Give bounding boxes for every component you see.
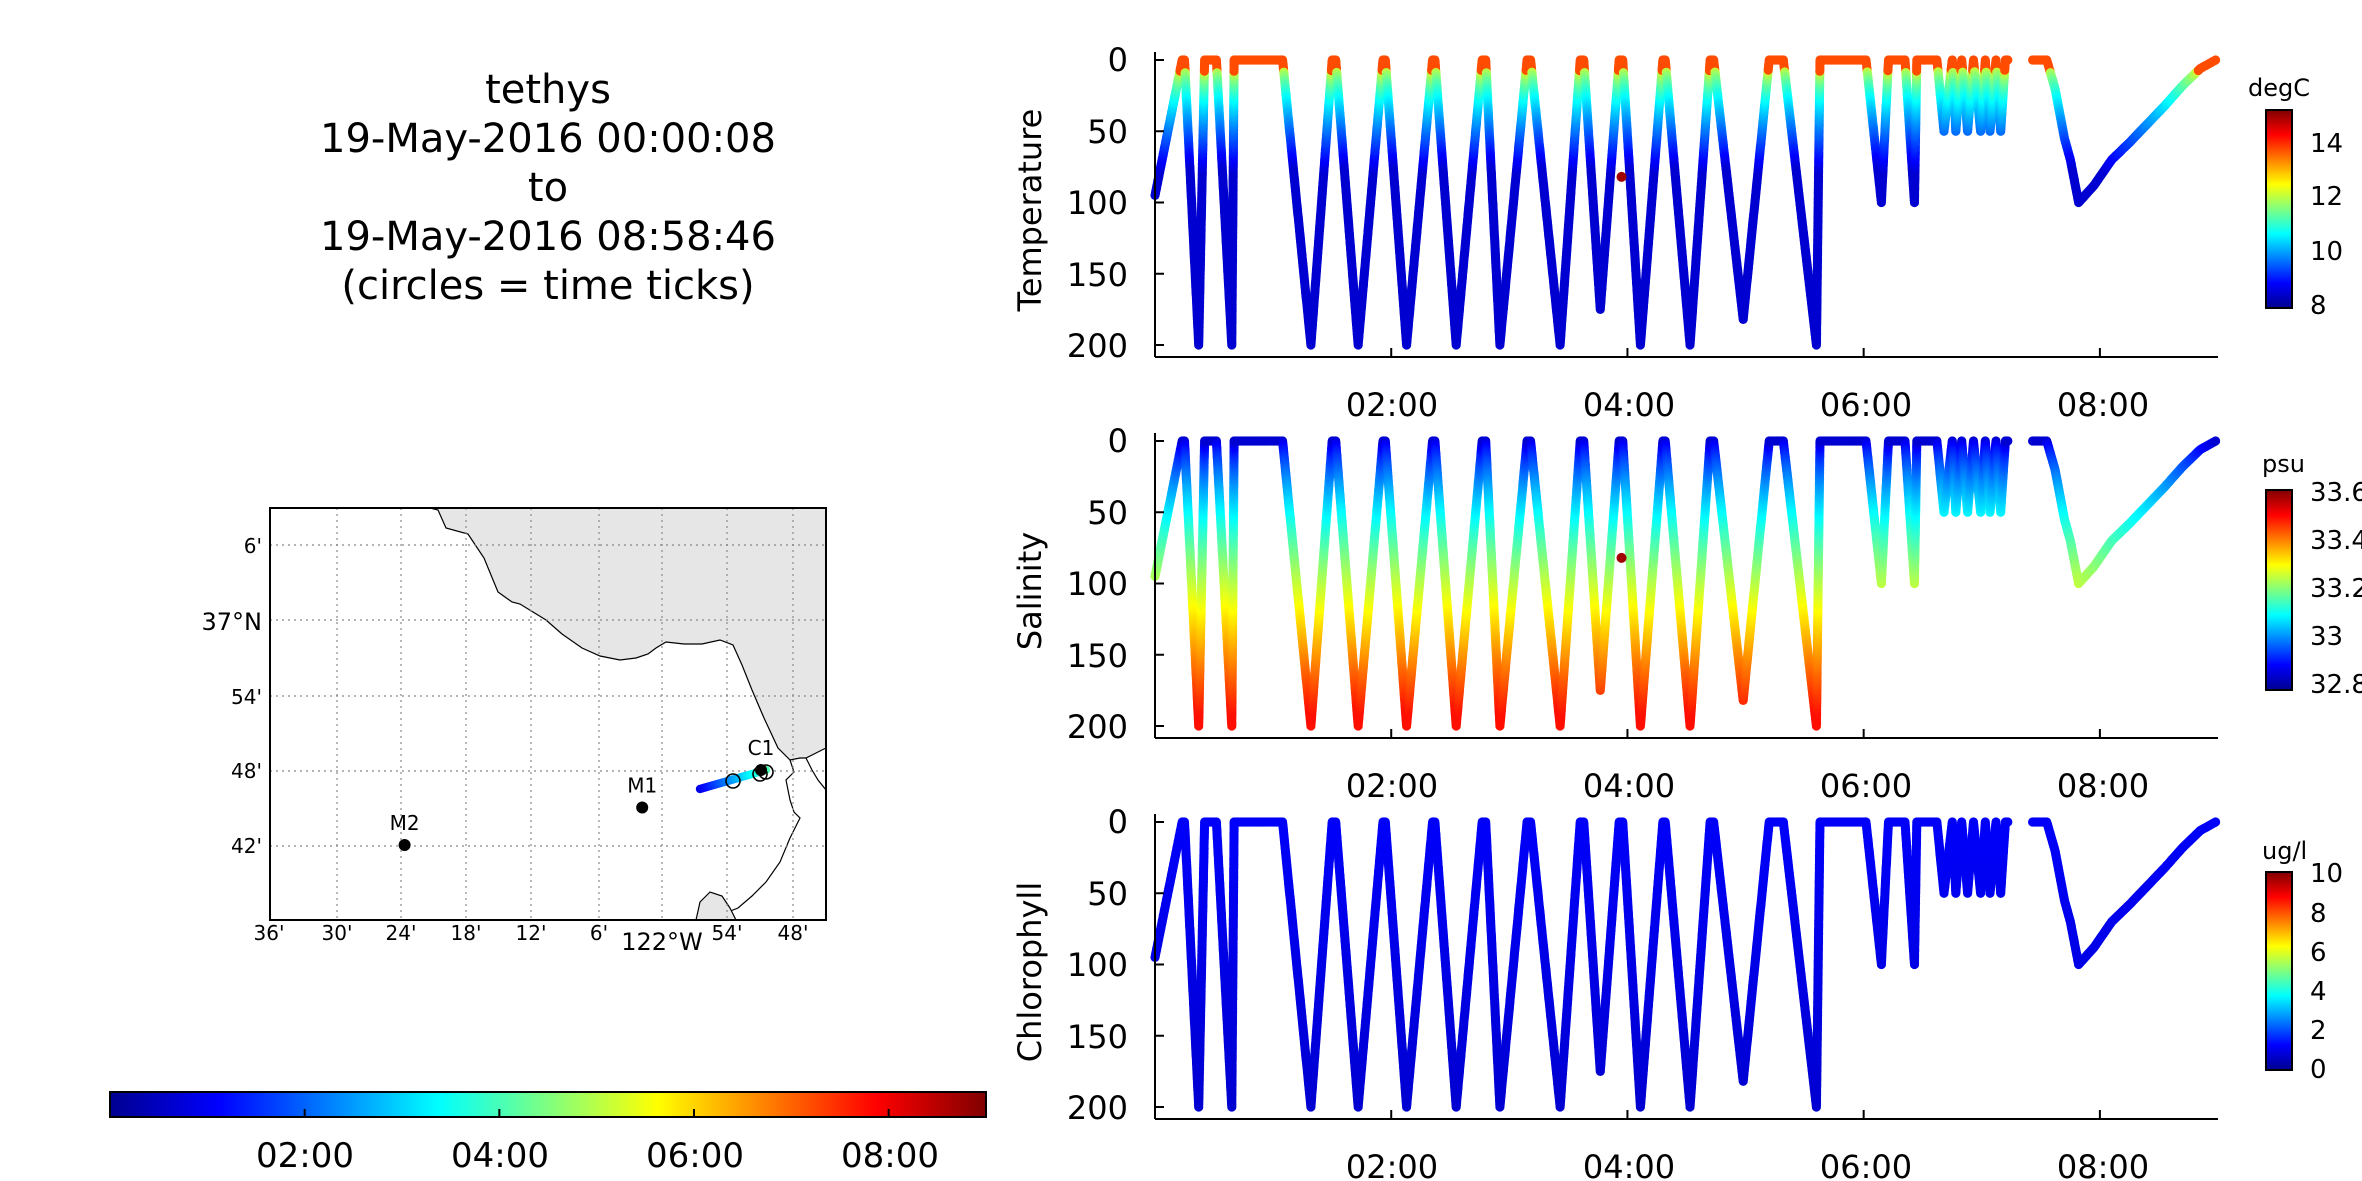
time-tick-label: 06:00	[646, 1136, 744, 1176]
lon-label: 54'	[712, 921, 743, 945]
station-label: C1	[748, 736, 775, 760]
x-tick-label: 08:00	[2057, 386, 2149, 424]
lon-label: 36'	[254, 921, 285, 945]
start-time: 19-May-2016 00:00:08	[320, 116, 776, 162]
temperature-panel: Temperature 0 50 100 150 200 02:00 04:00…	[1011, 41, 2343, 424]
lon-label: 12'	[516, 921, 547, 945]
salinity-profile-data	[1150, 436, 2221, 731]
map-frame	[269, 507, 827, 921]
map-grid	[270, 508, 826, 920]
end-time: 19-May-2016 08:58:46	[320, 214, 776, 260]
lat-label: 6'	[244, 534, 262, 558]
land-area	[429, 508, 826, 761]
time-ticks-note: (circles = time ticks)	[341, 263, 755, 309]
land-area-south	[695, 891, 737, 920]
x-tick-label: 06:00	[1820, 386, 1912, 424]
lat-label: 37°N	[202, 608, 263, 636]
mooring-stations: M2 M1 C1	[390, 736, 775, 851]
lon-label: 122°W	[621, 928, 703, 956]
station-marker	[636, 801, 649, 814]
temperature-axis-label: Temperature	[1011, 109, 1049, 313]
data-point	[2003, 55, 2013, 65]
colorbar-tick-label: 10	[2310, 237, 2343, 267]
station-marker	[398, 839, 411, 851]
lon-label: 6'	[590, 921, 608, 945]
time-colorbar: 02:00 04:00 06:00 08:00	[109, 1091, 987, 1176]
y-tick-label: 100	[1067, 184, 1128, 222]
temperature-unit: degC	[2248, 74, 2310, 102]
colorbar-tick-label: 12	[2310, 182, 2343, 212]
plot-title: tethys 19-May-2016 00:00:08 to 19-May-20…	[296, 66, 800, 311]
location-map: M2 M1 C1 6' 37°N 54' 48' 42' 36' 30' 24' 1…	[202, 507, 827, 956]
lat-label: 54'	[231, 685, 262, 709]
coastline-bay-east	[805, 757, 826, 791]
time-tick-label: 02:00	[256, 1136, 354, 1176]
y-tick-label: 50	[1087, 113, 1128, 151]
data-point	[2211, 55, 2221, 65]
station-label: M2	[390, 811, 420, 835]
lat-label: 48'	[231, 759, 262, 783]
salinity-panel: Salinity 0 50 100 150 200 02:00 04:00 06…	[1011, 422, 2362, 805]
lon-label: 18'	[451, 921, 482, 945]
x-tick-label: 02:00	[1346, 386, 1438, 424]
coastline	[721, 759, 801, 919]
y-tick-label: 150	[1067, 256, 1128, 294]
lon-label: 24'	[386, 921, 417, 945]
y-tick-label: 0	[1108, 41, 1128, 79]
time-tick-label: 08:00	[841, 1136, 939, 1176]
vehicle-name: tethys	[485, 67, 611, 113]
colorbar-tick-label: 14	[2310, 129, 2343, 159]
colorbar-tick-label: 8	[2310, 291, 2327, 321]
to-label: to	[527, 165, 569, 211]
lon-label: 48'	[778, 921, 809, 945]
lat-label: 42'	[231, 834, 262, 858]
outlier-point	[1616, 171, 1627, 182]
station-label: M1	[627, 774, 657, 798]
lon-label: 30'	[322, 921, 353, 945]
x-tick-label: 04:00	[1583, 386, 1675, 424]
temperature-colorbar	[2265, 109, 2293, 309]
time-tick-circle	[725, 773, 741, 789]
y-tick-label: 200	[1067, 327, 1128, 365]
station-marker	[755, 764, 767, 776]
time-tick-label: 04:00	[451, 1136, 549, 1176]
temperature-profile-data	[1150, 55, 2221, 350]
